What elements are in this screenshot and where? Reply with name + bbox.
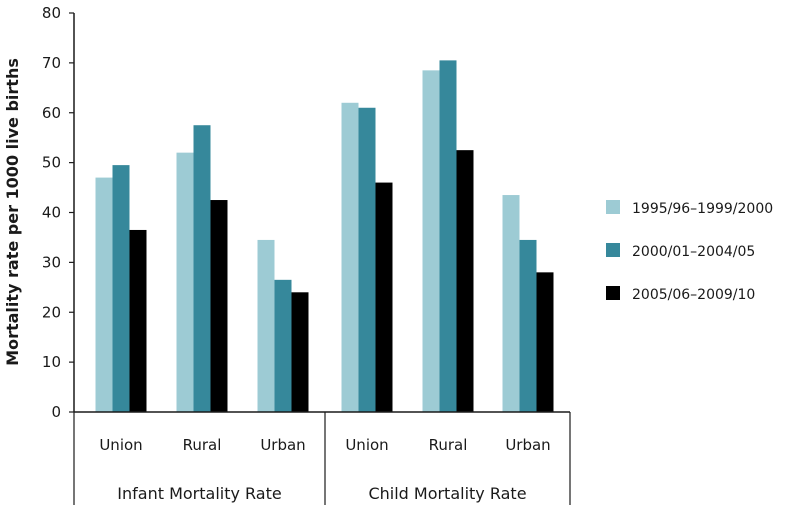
- bar: [519, 239, 537, 412]
- y-tick-label: 60: [42, 104, 61, 122]
- bar: [193, 125, 211, 412]
- bar: [422, 70, 440, 412]
- bar: [456, 150, 474, 412]
- x-tick-label: Rural: [183, 436, 222, 454]
- bar: [358, 107, 376, 412]
- legend-swatch: [606, 243, 620, 257]
- y-tick-label: 70: [42, 54, 61, 72]
- x-tick-label: Urban: [260, 436, 305, 454]
- bar: [95, 177, 113, 412]
- bar: [502, 195, 520, 412]
- bar: [176, 152, 194, 412]
- legend-label: 1995/96–1999/2000: [632, 201, 773, 217]
- legend-swatch: [606, 286, 620, 300]
- bar: [341, 102, 359, 413]
- bars: [95, 60, 554, 413]
- y-tick-label: 20: [42, 303, 61, 321]
- y-tick-label: 80: [42, 4, 61, 22]
- x-tick-label: Union: [99, 436, 142, 454]
- x-axis: Union Rural Urban Union Rural Urban Infant Mor…: [73, 411, 571, 505]
- bar: [274, 279, 292, 412]
- y-tick-label: 40: [42, 204, 61, 222]
- y-tick-label: 30: [42, 253, 61, 271]
- x-tick-label: Urban: [505, 436, 550, 454]
- bar: [536, 272, 554, 412]
- y-axis: 0 10 20 30 40 50 60 70 80: [42, 4, 75, 421]
- y-axis-title: Mortality rate per 1000 live births: [3, 58, 22, 366]
- legend: 1995/96–1999/2000 2000/01–2004/05 2005/06–…: [606, 200, 773, 303]
- y-tick-label: 10: [42, 353, 61, 371]
- bar: [291, 292, 309, 412]
- x-tick-label: Rural: [429, 436, 468, 454]
- group-label: Infant Mortality Rate: [117, 484, 281, 503]
- bar: [112, 165, 130, 412]
- bar: [375, 182, 393, 412]
- bar: [439, 60, 457, 412]
- legend-label: 2000/01–2004/05: [632, 244, 755, 260]
- legend-label: 2005/06–2009/10: [632, 287, 755, 303]
- bar: [210, 200, 228, 412]
- group-label: Child Mortality Rate: [368, 484, 526, 503]
- y-tick-label: 0: [51, 403, 61, 421]
- x-tick-label: Union: [345, 436, 388, 454]
- y-tick-label: 50: [42, 154, 61, 172]
- legend-swatch: [606, 200, 620, 214]
- bar: [129, 229, 147, 412]
- bar: [257, 239, 275, 412]
